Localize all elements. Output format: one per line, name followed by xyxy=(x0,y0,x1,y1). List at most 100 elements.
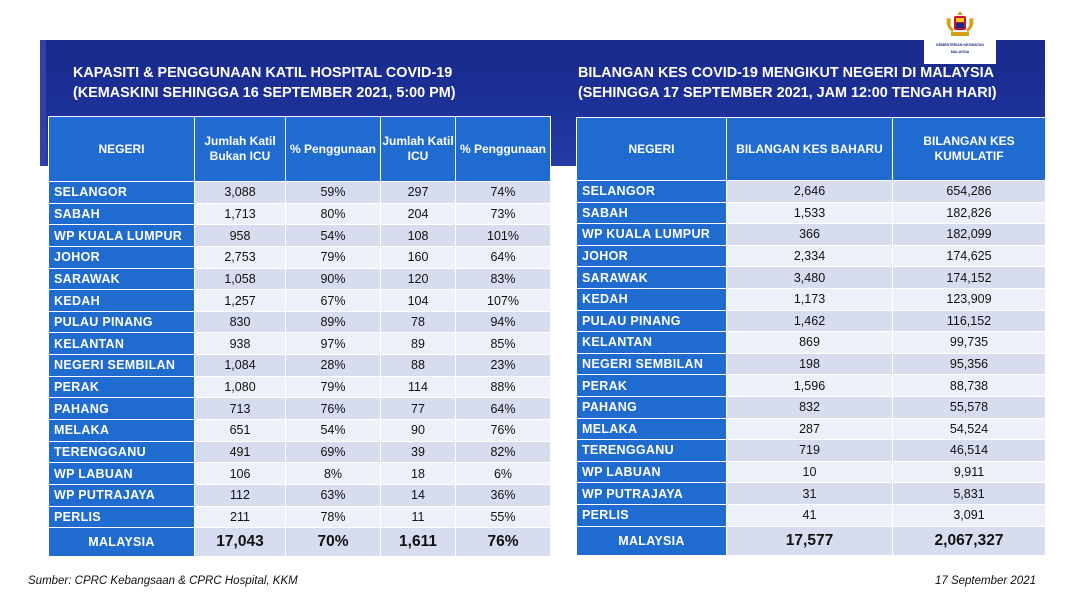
column-header: BILANGAN KES KUMULATIF xyxy=(892,117,1046,181)
table-row: NEGERI SEMBILAN 198 95,356 xyxy=(576,352,1046,376)
table-row: WP PUTRAJAYA 31 5,831 xyxy=(576,482,1046,505)
value-cell: 651 xyxy=(194,419,286,442)
value-cell: 938 xyxy=(194,332,286,356)
value-cell: 59% xyxy=(285,181,381,204)
right-title-line1: BILANGAN KES COVID-19 MENGIKUT NEGERI DI… xyxy=(578,65,995,81)
state-name-cell: PAHANG xyxy=(576,395,727,419)
value-cell: 182,826 xyxy=(892,201,1046,225)
state-name-cell: NEGERI SEMBILAN xyxy=(576,352,727,376)
total-row: MALAYSIA 17,043 70% 1,611 76% xyxy=(48,527,551,558)
state-name-cell: PERLIS xyxy=(48,505,195,529)
value-cell: 5,831 xyxy=(892,482,1046,505)
value-cell: 78% xyxy=(285,505,381,529)
state-name-cell: KELANTAN xyxy=(48,332,195,356)
state-name-cell: WP PUTRAJAYA xyxy=(576,482,727,505)
table-row: KEDAH 1,173 123,909 xyxy=(576,287,1046,311)
logo-caption-line2: MALAYSIA xyxy=(950,50,970,54)
value-cell: 69% xyxy=(285,440,381,464)
ministry-logo: KEMENTERIAN KESIHATAN MALAYSIA xyxy=(924,4,996,64)
value-cell: 73% xyxy=(455,202,551,226)
value-cell: 1,713 xyxy=(194,202,286,226)
value-cell: 1,462 xyxy=(726,309,893,333)
value-cell: 958 xyxy=(194,224,286,247)
table-row: WP PUTRAJAYA 112 63% 14 36% xyxy=(48,483,551,507)
table-row: SELANGOR 3,088 59% 297 74% xyxy=(48,181,551,204)
value-cell: 64% xyxy=(455,397,551,421)
coat-of-arms-icon xyxy=(946,11,974,36)
table-row: PERAK 1,080 79% 114 88% xyxy=(48,375,551,399)
value-cell: 85% xyxy=(455,332,551,356)
value-cell: 99,735 xyxy=(892,331,1046,354)
total-value-cell: 76% xyxy=(455,527,551,558)
value-cell: 74% xyxy=(455,181,551,204)
value-cell: 366 xyxy=(726,223,893,246)
state-name-cell: SARAWAK xyxy=(576,266,727,289)
value-cell: 90 xyxy=(380,419,456,442)
table-row: KELANTAN 869 99,735 xyxy=(576,331,1046,354)
left-title-line1: KAPASITI & PENGGUNAAN KATIL HOSPITAL COV… xyxy=(73,65,453,81)
value-cell: 11 xyxy=(380,505,456,529)
value-cell: 3,480 xyxy=(726,266,893,289)
value-cell: 1,257 xyxy=(194,289,286,312)
column-header: % Penggunaan xyxy=(285,116,381,182)
state-name-cell: TERENGGANU xyxy=(576,439,727,462)
state-name-cell: KEDAH xyxy=(576,287,727,311)
column-header: NEGERI xyxy=(576,117,727,181)
value-cell: 104 xyxy=(380,289,456,312)
value-cell: 1,596 xyxy=(726,374,893,397)
column-header: Jumlah Katil Bukan ICU xyxy=(194,116,286,182)
column-header: BILANGAN KES BAHARU xyxy=(726,117,893,181)
value-cell: 112 xyxy=(194,483,286,507)
table-row: NEGERI SEMBILAN 1,084 28% 88 23% xyxy=(48,354,551,377)
table-row: WP KUALA LUMPUR 366 182,099 xyxy=(576,223,1046,246)
value-cell: 3,088 xyxy=(194,181,286,204)
left-title: KAPASITI & PENGGUNAAN KATIL HOSPITAL COV… xyxy=(73,63,456,103)
value-cell: 114 xyxy=(380,375,456,399)
table-row: SELANGOR 2,646 654,286 xyxy=(576,180,1046,203)
table-row: WP LABUAN 106 8% 18 6% xyxy=(48,462,551,485)
value-cell: 76% xyxy=(285,397,381,421)
report-date: 17 September 2021 xyxy=(934,575,1036,587)
value-cell: 55,578 xyxy=(892,395,1046,419)
value-cell: 88 xyxy=(380,354,456,377)
total-value-cell: 2,067,327 xyxy=(892,525,1046,556)
value-cell: 1,084 xyxy=(194,354,286,377)
bed-capacity-table: NEGERI Jumlah Katil Bukan ICU% Penggunaan… xyxy=(48,116,551,558)
state-name-cell: SARAWAK xyxy=(48,267,195,291)
value-cell: 18 xyxy=(380,462,456,485)
state-name-cell: WP KUALA LUMPUR xyxy=(48,224,195,247)
banner-edge xyxy=(40,40,46,166)
value-cell: 211 xyxy=(194,505,286,529)
value-cell: 654,286 xyxy=(892,180,1046,203)
table-row: MELAKA 651 54% 90 76% xyxy=(48,419,551,442)
value-cell: 94% xyxy=(455,310,551,334)
state-name-cell: SELANGOR xyxy=(48,181,195,204)
value-cell: 89 xyxy=(380,332,456,356)
table-row: PAHANG 832 55,578 xyxy=(576,395,1046,419)
left-title-line2: (KEMASKINI SEHINGGA 16 SEPTEMBER 2021, 5… xyxy=(73,85,456,101)
table-row: KELANTAN 938 97% 89 85% xyxy=(48,332,551,356)
state-name-cell: TERENGGANU xyxy=(48,440,195,464)
value-cell: 287 xyxy=(726,417,893,441)
value-cell: 2,334 xyxy=(726,244,893,268)
value-cell: 10 xyxy=(726,460,893,484)
state-name-cell: PAHANG xyxy=(48,397,195,421)
column-header: NEGERI xyxy=(48,116,195,182)
value-cell: 83% xyxy=(455,267,551,291)
value-cell: 55% xyxy=(455,505,551,529)
state-name-cell: PERAK xyxy=(576,374,727,397)
value-cell: 1,058 xyxy=(194,267,286,291)
value-cell: 23% xyxy=(455,354,551,377)
value-cell: 116,152 xyxy=(892,309,1046,333)
value-cell: 297 xyxy=(380,181,456,204)
total-value-cell: 70% xyxy=(285,527,381,558)
source-note: Sumber: CPRC Kebangsaan & CPRC Hospital,… xyxy=(28,575,298,587)
value-cell: 2,753 xyxy=(194,245,286,269)
table-row: TERENGGANU 719 46,514 xyxy=(576,439,1046,462)
value-cell: 77 xyxy=(380,397,456,421)
value-cell: 491 xyxy=(194,440,286,464)
state-name-cell: PERAK xyxy=(48,375,195,399)
table-row: PAHANG 713 76% 77 64% xyxy=(48,397,551,421)
table-row: TERENGGANU 491 69% 39 82% xyxy=(48,440,551,464)
value-cell: 1,533 xyxy=(726,201,893,225)
